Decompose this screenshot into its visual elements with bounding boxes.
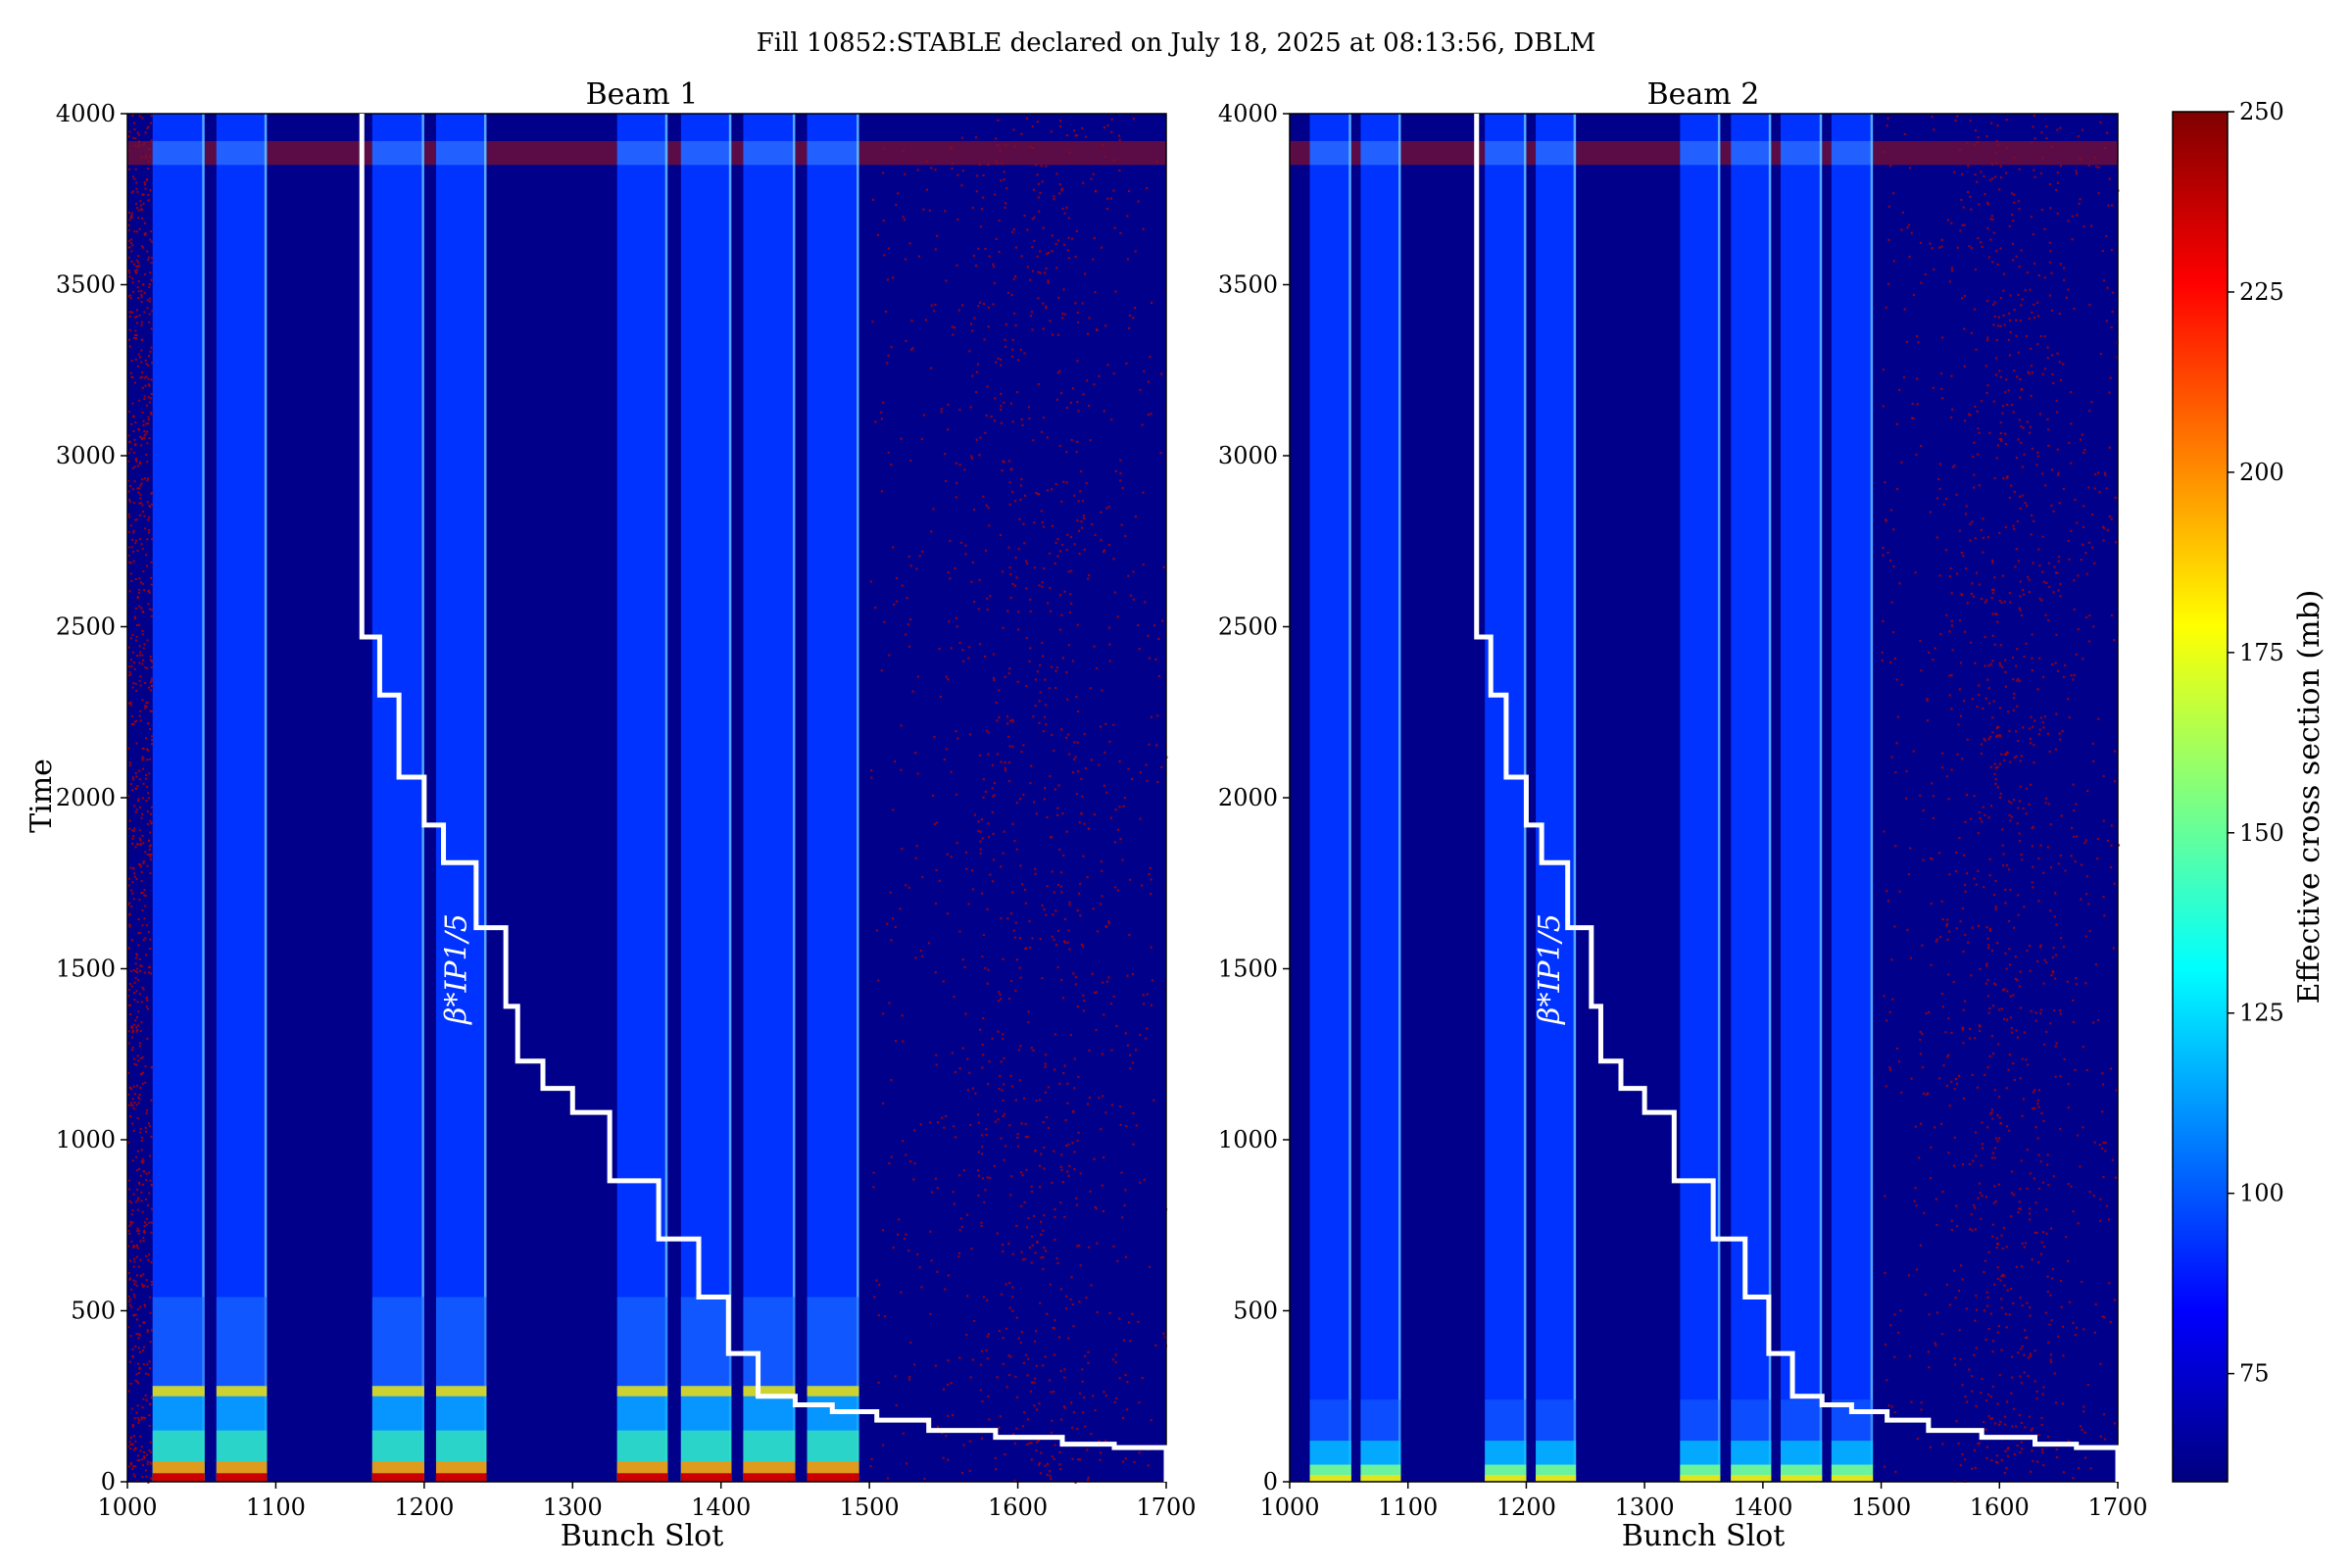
beam2-bunch-train-4: [1536, 114, 1577, 1482]
beam2-bunch-train-6: [1731, 114, 1772, 1482]
beam1-bunch-train-7: [743, 114, 796, 1482]
beam2-y-tick-label: 2000: [1218, 784, 1278, 811]
beam2-bunch-train-7: [1780, 114, 1823, 1482]
beam2-y-tick-label: 500: [1233, 1298, 1278, 1325]
beam2-x-tick-label: 1200: [1496, 1494, 1556, 1521]
beam1-beta-annotation: β*IP1/5: [439, 913, 473, 1025]
beam2-beta-step-line: β*IP1/5: [1474, 114, 2121, 1482]
beam1-title: Beam 1: [586, 77, 699, 112]
beam1-x-tick-label: 1200: [394, 1494, 454, 1521]
beam1-x-tick-label: 1300: [543, 1494, 603, 1521]
beam2-bunch-train-2: [1360, 114, 1401, 1482]
colorbar-tick-label: 225: [2239, 278, 2284, 306]
beam2-x-tick-label: 1100: [1378, 1494, 1438, 1521]
beam1-noise-speckle: [127, 114, 1168, 1484]
beam2-x-tick-label: 1500: [1851, 1494, 1911, 1521]
beam1-bunch-train-2: [216, 114, 268, 1482]
beam2-bunch-train-8: [1831, 114, 1874, 1482]
beam2-beta-annotation: β*IP1/5: [1533, 913, 1567, 1025]
beam2-y-tick-label: 1000: [1218, 1126, 1278, 1153]
beam2-bunch-train-3: [1485, 114, 1527, 1482]
beam1-x-axis-label: Bunch Slot: [561, 1519, 724, 1553]
beam1-bunch-train-5: [616, 114, 668, 1482]
beam2-y-tick-label: 0: [1263, 1468, 1278, 1495]
beam1-beta-star-step: [359, 114, 1169, 1482]
colorbar-tick-label: 150: [2239, 819, 2284, 847]
beam1-y-tick-label: 3000: [56, 442, 116, 469]
beam2-x-axis-label: Bunch Slot: [1622, 1519, 1786, 1553]
colorbar: 75 100 125 150 175 200 225 250 Effective cross …: [2172, 98, 2327, 1483]
colorbar-gradient: [2172, 111, 2229, 1483]
beam2-beta-star-step: [1474, 114, 2121, 1482]
colorbar-tick-label: 175: [2239, 639, 2284, 666]
beam1-x-tick-label: 1100: [246, 1494, 306, 1521]
beam2-y-ticks: 0 500 1000 1500 2000 2500 3000 3500 4000: [1218, 100, 1290, 1495]
beam2-y-tick-label: 3500: [1218, 271, 1278, 299]
beam2-y-tick-label: 4000: [1218, 100, 1278, 127]
beam2-y-tick-label: 3000: [1218, 442, 1278, 469]
beam1-y-tick-label: 500: [71, 1298, 116, 1325]
colorbar-tick-label: 250: [2239, 98, 2284, 125]
colorbar-tick-label: 200: [2239, 459, 2284, 486]
beam2-x-tick-label: 1400: [1733, 1494, 1792, 1521]
beam2-x-tick-label: 1300: [1615, 1494, 1675, 1521]
colorbar-tick-label: 75: [2239, 1360, 2270, 1388]
beam1-panel: Beam 1 β*IP1/5 1000 1100 1200 1300 1400 1500 1…: [24, 77, 1197, 1553]
beam1-x-tick-label: 1000: [97, 1494, 157, 1521]
beam1-x-tick-label: 1600: [988, 1494, 1048, 1521]
colorbar-tick-label: 100: [2239, 1180, 2284, 1207]
beam2-noise-speckle: [1881, 114, 2121, 1483]
beam1-y-tick-label: 0: [101, 1468, 116, 1495]
beam2-y-tick-label: 2500: [1218, 613, 1278, 641]
beam1-y-tick-label: 3500: [56, 271, 116, 299]
beam1-y-tick-label: 2500: [56, 613, 116, 641]
beam2-bunch-train-5: [1680, 114, 1721, 1482]
beam2-x-tick-label: 1700: [2087, 1494, 2147, 1521]
beam1-y-tick-label: 1500: [56, 956, 116, 983]
beam1-y-tick-label: 2000: [56, 784, 116, 811]
beam1-x-ticks: 1000 1100 1200 1300 1400 1500 1600 1700: [97, 1482, 1197, 1521]
beam2-x-ticks: 1000 1100 1200 1300 1400 1500 1600 1700: [1259, 1482, 2148, 1521]
figure-suptitle: Fill 10852:STABLE declared on July 18, 2…: [757, 28, 1595, 58]
beam2-x-tick-label: 1600: [1970, 1494, 2030, 1521]
beam1-bunch-train-1: [152, 114, 205, 1482]
colorbar-tick-label: 125: [2239, 1000, 2284, 1027]
beam1-y-tick-label: 1000: [56, 1126, 116, 1153]
beam2-title: Beam 2: [1647, 77, 1760, 112]
beam1-y-ticks: 0 500 1000 1500 2000 2500 3000 3500 4000: [56, 100, 127, 1495]
beam1-y-tick-label: 4000: [56, 100, 116, 127]
beam2-x-tick-label: 1000: [1259, 1494, 1319, 1521]
beam1-bunch-train-6: [680, 114, 732, 1482]
beam1-x-tick-label: 1400: [691, 1494, 751, 1521]
beam1-bunch-train-8: [807, 114, 859, 1482]
beam1-heatmap: [126, 113, 1168, 1484]
beam1-x-tick-label: 1700: [1136, 1494, 1196, 1521]
beam1-y-axis-label: Time: [24, 759, 59, 833]
beam2-bunch-train-1: [1309, 114, 1351, 1482]
beam2-panel: Beam 2 β*IP1/5 1000 1100 1200 1300 1400 1500 1…: [1218, 77, 2148, 1553]
colorbar-ticks: 75 100 125 150 175 200 225 250: [2228, 98, 2284, 1388]
beam1-beta-step-line: β*IP1/5: [359, 114, 1169, 1482]
beam1-bunch-train-3: [371, 114, 424, 1482]
beam2-y-tick-label: 1500: [1218, 956, 1278, 983]
beam2-heatmap: [1289, 113, 2121, 1483]
colorbar-label: Effective cross section (mb): [2292, 590, 2327, 1004]
beam1-x-tick-label: 1500: [840, 1494, 900, 1521]
beam1-bunch-train-4: [435, 114, 487, 1482]
